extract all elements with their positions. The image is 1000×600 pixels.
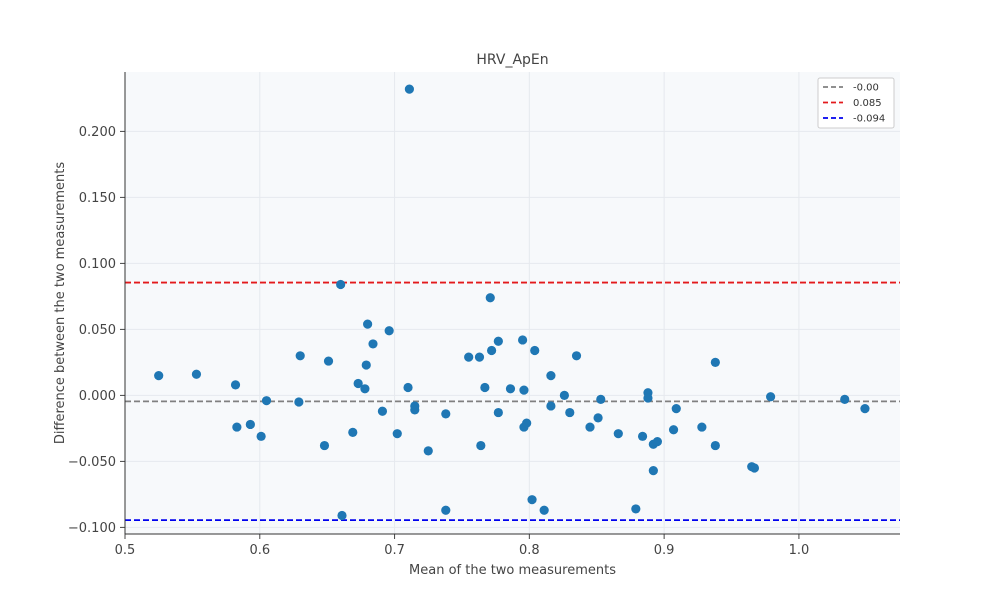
data-point	[571, 351, 582, 361]
data-point	[522, 418, 532, 428]
data-point	[361, 360, 371, 370]
x-tick-label: 0.8	[519, 543, 540, 558]
data-point	[652, 437, 662, 447]
data-point	[423, 446, 433, 456]
data-point	[377, 406, 388, 416]
data-point	[493, 407, 503, 418]
data-point	[245, 419, 255, 430]
data-point	[294, 397, 304, 407]
data-point	[749, 463, 760, 473]
data-point	[191, 369, 202, 379]
data-point	[613, 429, 623, 439]
data-point	[766, 392, 776, 402]
y-tick-label: 0.000	[79, 389, 116, 404]
data-point	[476, 440, 486, 451]
legend-label: -0.00	[853, 83, 879, 94]
chart-title: HRV_ApEn	[476, 52, 548, 68]
x-tick-label: 1.0	[789, 543, 810, 558]
data-point	[585, 422, 595, 432]
data-point	[648, 466, 658, 476]
data-point	[232, 422, 242, 432]
y-tick-label: −0.100	[68, 521, 116, 536]
data-point	[441, 409, 451, 419]
data-point	[337, 510, 347, 521]
y-axis-label: Difference between the two measurements	[53, 162, 68, 444]
data-point	[710, 357, 720, 367]
x-tick-label: 0.7	[384, 543, 405, 558]
data-point	[384, 326, 394, 336]
data-point	[530, 345, 540, 356]
legend: -0.00 0.085 -0.094	[817, 77, 895, 129]
data-point	[596, 394, 606, 404]
data-point	[487, 345, 497, 356]
data-point	[403, 382, 413, 393]
data-point	[485, 293, 495, 303]
data-point	[519, 385, 529, 395]
data-point	[319, 440, 330, 451]
y-tick-label: 0.100	[79, 257, 116, 272]
axes: 0.5 0.6 0.7 0.8 0.9 1.0 −0.100 −0.050 0.000 0.050…	[68, 72, 900, 558]
y-tick-label: −0.050	[68, 455, 116, 470]
x-tick-label: 0.6	[249, 543, 270, 558]
data-point	[368, 339, 378, 349]
data-point	[840, 394, 850, 404]
data-point	[404, 84, 414, 94]
data-point	[295, 351, 305, 361]
data-point	[546, 371, 556, 381]
data-point	[261, 396, 272, 406]
data-point	[527, 495, 537, 505]
data-point	[353, 378, 363, 389]
data-point	[154, 371, 164, 381]
data-point	[697, 422, 707, 432]
data-point	[493, 336, 503, 346]
x-axis-label: Mean of the two measurements	[409, 563, 616, 578]
data-point	[360, 384, 370, 394]
reference-lines	[125, 281, 900, 522]
legend-label: -0.094	[853, 114, 885, 125]
data-point	[668, 425, 679, 435]
data-point	[441, 505, 451, 515]
legend-box	[817, 77, 895, 129]
data-point	[710, 440, 720, 451]
grid	[124, 72, 900, 534]
data-point	[480, 382, 490, 393]
data-point	[559, 390, 569, 400]
data-point	[631, 504, 641, 514]
y-tick-label: 0.150	[79, 191, 116, 206]
x-tick-label: 0.5	[115, 543, 136, 558]
data-point	[505, 384, 516, 394]
legend-label: 0.085	[853, 98, 882, 109]
data-point	[518, 335, 528, 345]
data-point	[348, 427, 358, 437]
y-tick-label: 0.200	[79, 125, 116, 140]
data-point	[671, 404, 681, 414]
data-point	[256, 431, 266, 441]
data-point	[323, 356, 334, 366]
data-point	[565, 407, 575, 418]
data-point	[336, 279, 346, 290]
data-point	[464, 352, 474, 362]
data-point	[539, 505, 549, 515]
data-point	[860, 404, 870, 414]
data-point	[392, 429, 402, 439]
data-point	[230, 380, 241, 390]
data-point	[410, 405, 420, 415]
plot-area	[125, 72, 900, 534]
data-point	[593, 413, 603, 423]
x-tick-label: 0.9	[654, 543, 675, 558]
y-tick-label: 0.050	[79, 323, 116, 338]
data-point	[474, 352, 485, 362]
data-point	[643, 393, 653, 403]
data-point	[363, 319, 373, 329]
data-point	[546, 401, 556, 411]
data-points	[154, 84, 870, 521]
data-point	[637, 431, 648, 441]
